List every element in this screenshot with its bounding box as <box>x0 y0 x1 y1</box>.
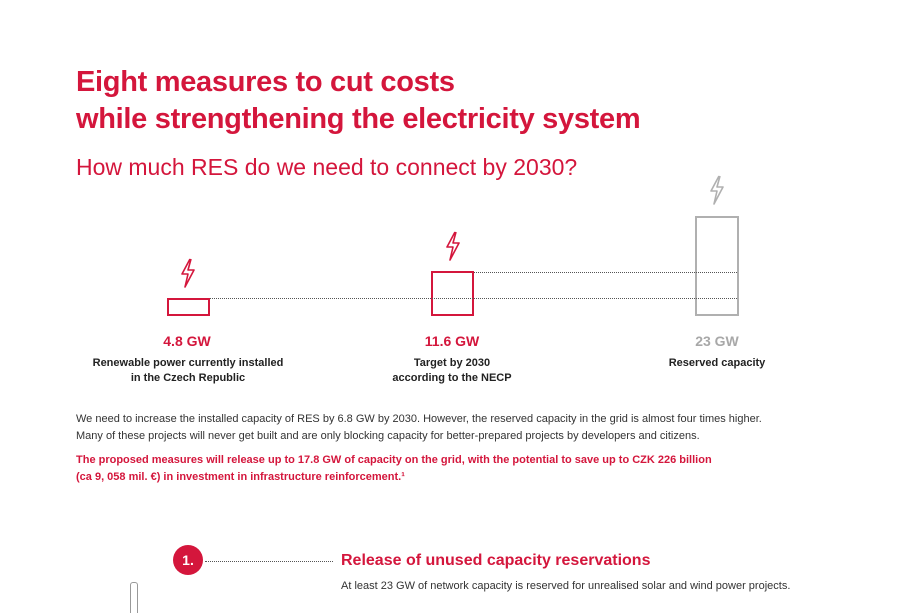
value-target-2030: 11.6 GW <box>424 333 480 349</box>
intro-line-2: Many of these projects will never get bu… <box>76 430 700 442</box>
reference-line-installed <box>210 298 737 299</box>
measure-number-badge: 1. <box>173 545 203 575</box>
caption-installed: Renewable power currently installed in t… <box>58 356 318 386</box>
caption-reserved: Reserved capacity <box>587 356 847 371</box>
caption-target-2030: Target by 2030 according to the NECP <box>322 356 582 386</box>
caption-target-line-2: according to the NECP <box>392 372 512 384</box>
intro-paragraph: We need to increase the installed capaci… <box>76 411 856 445</box>
value-reserved: 23 GW <box>695 333 739 349</box>
caption-installed-line-2: in the Czech Republic <box>130 372 246 384</box>
lightning-bolt-icon <box>446 231 460 261</box>
lightning-bolt-icon <box>181 258 195 288</box>
highlight-line-2: (ca 9, 058 mil. €) in investment in infr… <box>76 471 405 483</box>
reference-line-target <box>474 272 737 273</box>
highlight-line-1: The proposed measures will release up to… <box>76 454 712 466</box>
caption-target-line-1: Target by 2030 <box>413 357 491 369</box>
intro-line-1: We need to increase the installed capaci… <box>76 413 762 425</box>
measure-connector-line <box>205 561 333 562</box>
bar-installed <box>167 298 210 316</box>
lightning-bolt-icon <box>710 175 724 205</box>
title-line-2: while strengthening the electricity syst… <box>76 103 641 135</box>
highlight-paragraph: The proposed measures will release up to… <box>76 452 856 486</box>
caption-installed-line-1: Renewable power currently installed <box>92 357 284 369</box>
page-title: Eight measures to cut costs while streng… <box>76 64 641 138</box>
bar-target-2030 <box>431 271 474 316</box>
decorative-outline-icon <box>130 582 138 613</box>
value-installed: 4.8 GW <box>163 333 211 349</box>
bar-reserved <box>695 216 739 316</box>
measure-heading: Release of unused capacity reservations <box>341 552 651 569</box>
caption-reserved-line-1: Reserved capacity <box>668 357 766 369</box>
page-subtitle: How much RES do we need to connect by 20… <box>76 154 578 180</box>
title-line-1: Eight measures to cut costs <box>76 66 455 98</box>
measure-text: At least 23 GW of network capacity is re… <box>341 580 791 592</box>
